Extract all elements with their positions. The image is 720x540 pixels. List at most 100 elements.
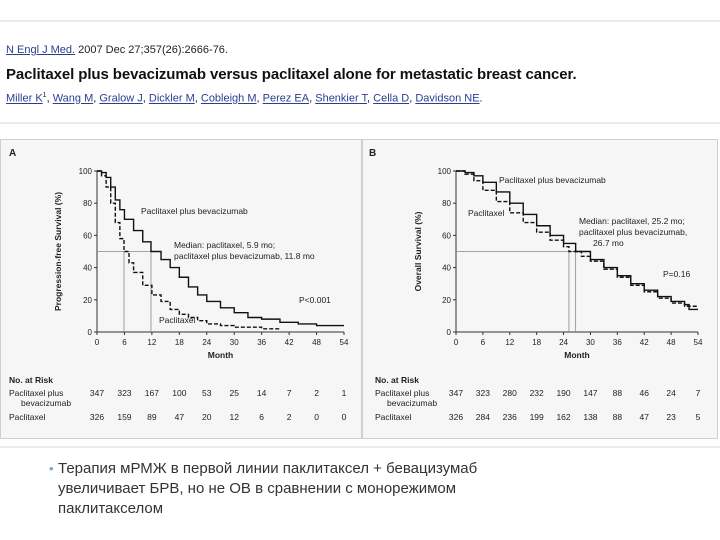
summary-bullet: • Терапия мРМЖ в первой линии паклитаксе… <box>49 459 618 519</box>
panel-b-letter: B <box>369 148 376 159</box>
x-tick-label: 36 <box>257 338 266 347</box>
x-tick-label: 12 <box>505 338 514 347</box>
at-risk-value: 14 <box>257 388 267 398</box>
background-rule <box>0 20 720 22</box>
x-tick-label: 12 <box>147 338 156 347</box>
at-risk-value: 53 <box>202 388 212 398</box>
author-link[interactable]: Dickler M <box>148 92 195 105</box>
panel-a-letter: A <box>9 148 16 159</box>
at-risk-value: 47 <box>639 412 649 422</box>
y-tick-label: 80 <box>83 199 92 208</box>
x-tick-label: 30 <box>586 338 595 347</box>
x-axis-label: Month <box>564 350 590 360</box>
panel-b: 0 20 40 60 80 100 0 6 12 18 24 30 36 42 48 54 Month Overa… <box>375 167 703 422</box>
at-risk-header: No. at Risk <box>375 375 419 385</box>
median-annotation: paclitaxel plus bevacizumab, 11.8 mo <box>174 251 315 261</box>
x-tick-label: 18 <box>532 338 541 347</box>
x-tick-label: 36 <box>613 338 622 347</box>
at-risk-value: 88 <box>613 388 623 398</box>
at-risk-value: 236 <box>503 412 517 422</box>
y-tick-label: 100 <box>79 167 93 176</box>
x-tick-label: 42 <box>640 338 649 347</box>
at-risk-value: 284 <box>476 412 490 422</box>
at-risk-value: 47 <box>175 412 185 422</box>
series-label-paclitaxel: Paclitaxel <box>468 208 504 218</box>
x-tick-label: 6 <box>122 338 127 347</box>
author-list: Miller K1, Wang M, Gralow J, Dickler M, … <box>6 92 483 105</box>
series-label-bevacizumab: Paclitaxel plus bevacizumab <box>141 206 248 216</box>
at-risk-value: 199 <box>530 412 544 422</box>
survival-curve-bevacizumab <box>97 170 344 327</box>
x-tick-label: 6 <box>481 338 486 347</box>
author-link[interactable]: Cella D <box>373 92 410 105</box>
at-risk-value: 7 <box>696 388 701 398</box>
at-risk-value: 7 <box>287 388 292 398</box>
y-tick-label: 40 <box>442 264 451 273</box>
at-risk-row-label: Paclitaxel plus <box>9 388 63 398</box>
survival-curve-bevacizumab <box>456 170 698 311</box>
at-risk-value: 25 <box>229 388 239 398</box>
background-rule <box>0 122 720 124</box>
author-link[interactable]: Gralow J <box>99 92 143 105</box>
y-axis-label: Progression-free Survival (%) <box>53 192 63 311</box>
author-link[interactable]: Wang M <box>52 92 94 105</box>
x-tick-label: 24 <box>559 338 568 347</box>
panel-divider <box>361 140 363 438</box>
x-tick-label: 48 <box>667 338 676 347</box>
y-tick-label: 20 <box>442 296 451 305</box>
journal-link[interactable]: N Engl J Med. <box>6 44 76 56</box>
survival-figure: A B 0 20 40 60 80 100 0 6 12 18 24 30 36 42 48 54 Month P… <box>0 139 718 439</box>
x-tick-label: 0 <box>454 338 459 347</box>
at-risk-value: 46 <box>639 388 649 398</box>
at-risk-row-label: Paclitaxel <box>375 412 411 422</box>
x-tick-label: 30 <box>230 338 239 347</box>
p-value: P=0.16 <box>663 269 690 279</box>
at-risk-value: 88 <box>613 412 623 422</box>
x-tick-label: 0 <box>95 338 100 347</box>
series-label-paclitaxel: Paclitaxel <box>159 315 195 325</box>
article-title: Paclitaxel plus bevacizumab versus pacli… <box>6 66 577 83</box>
at-risk-value: 323 <box>476 388 490 398</box>
at-risk-value: 323 <box>117 388 131 398</box>
y-tick-label: 40 <box>83 264 92 273</box>
y-tick-label: 20 <box>83 296 92 305</box>
bullet-icon: • <box>49 461 54 476</box>
at-risk-value: 5 <box>696 412 701 422</box>
at-risk-value: 2 <box>314 388 319 398</box>
at-risk-row-label: bevacizumab <box>387 398 437 408</box>
y-tick-label: 60 <box>83 231 92 240</box>
y-tick-label: 60 <box>442 231 451 240</box>
at-risk-value: 347 <box>449 388 463 398</box>
at-risk-value: 138 <box>583 412 597 422</box>
author-link[interactable]: Shenkier T <box>315 92 368 105</box>
median-annotation: paclitaxel plus bevacizumab, <box>579 227 687 237</box>
author-link[interactable]: Perez EA <box>262 92 310 105</box>
at-risk-row-label: Paclitaxel plus <box>375 388 429 398</box>
x-tick-label: 54 <box>340 338 349 347</box>
at-risk-value: 190 <box>556 388 570 398</box>
median-annotation: Median: paclitaxel, 25.2 mo; <box>579 216 685 226</box>
y-tick-label: 0 <box>88 328 93 337</box>
at-risk-value: 232 <box>530 388 544 398</box>
at-risk-row-label: bevacizumab <box>21 398 71 408</box>
x-tick-label: 42 <box>285 338 294 347</box>
y-tick-label: 80 <box>442 199 451 208</box>
at-risk-value: 280 <box>503 388 517 398</box>
series-label-bevacizumab: Paclitaxel plus bevacizumab <box>499 175 606 185</box>
at-risk-value: 147 <box>583 388 597 398</box>
at-risk-value: 162 <box>556 412 570 422</box>
y-tick-label: 100 <box>438 167 452 176</box>
x-axis-label: Month <box>208 350 234 360</box>
bullet-line-3: паклитакселом <box>58 500 164 517</box>
journal-line: N Engl J Med. 2007 Dec 27;357(26):2666-7… <box>6 44 228 56</box>
at-risk-value: 326 <box>90 412 104 422</box>
at-risk-value: 100 <box>172 388 186 398</box>
author-link[interactable]: Miller K <box>6 92 43 105</box>
at-risk-value: 326 <box>449 412 463 422</box>
author-link[interactable]: Davidson NE <box>415 92 480 105</box>
journal-details: 2007 Dec 27;357(26):2666-76. <box>75 44 228 56</box>
x-tick-label: 48 <box>312 338 321 347</box>
author-link[interactable]: Cobleigh M <box>200 92 257 105</box>
at-risk-value: 159 <box>117 412 131 422</box>
